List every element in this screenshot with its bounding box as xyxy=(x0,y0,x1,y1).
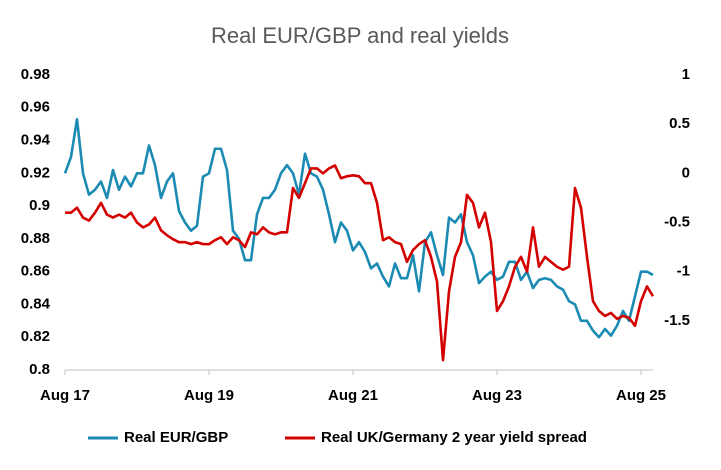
y-tick-label: 0.94 xyxy=(21,132,51,149)
y-tick-label: 0.9 xyxy=(29,197,50,214)
y-tick-label: 0.88 xyxy=(21,230,50,247)
y2-tick-label: -0.5 xyxy=(664,213,690,230)
y2-tick-label: 0 xyxy=(682,164,690,181)
y-tick-label: 0.92 xyxy=(21,164,50,181)
x-tick-label: Aug 17 xyxy=(40,387,90,404)
y2-tick-label: -1.5 xyxy=(664,312,690,329)
y-tick-label: 0.82 xyxy=(21,328,50,345)
y2-tick-label: 0.5 xyxy=(669,115,690,132)
chart-title: Real EUR/GBP and real yields xyxy=(211,23,509,48)
series-line xyxy=(65,164,655,362)
x-tick-label: Aug 19 xyxy=(184,387,234,404)
y2-tick-label: -1 xyxy=(677,263,690,280)
x-tick-label: Aug 21 xyxy=(328,387,378,404)
y2-tick-label: 1 xyxy=(682,66,690,83)
series-line xyxy=(63,117,654,339)
x-tick-label: Aug 23 xyxy=(472,387,522,404)
y-tick-label: 0.8 xyxy=(29,361,50,378)
y-tick-label: 0.96 xyxy=(21,99,50,116)
legend-label: Real EUR/GBP xyxy=(124,429,228,446)
legend-label: Real UK/Germany 2 year yield spread xyxy=(321,429,587,446)
y-tick-label: 0.84 xyxy=(21,295,51,312)
y-tick-label: 0.86 xyxy=(21,263,50,280)
x-tick-label: Aug 25 xyxy=(616,387,666,404)
y-tick-label: 0.98 xyxy=(21,66,50,83)
